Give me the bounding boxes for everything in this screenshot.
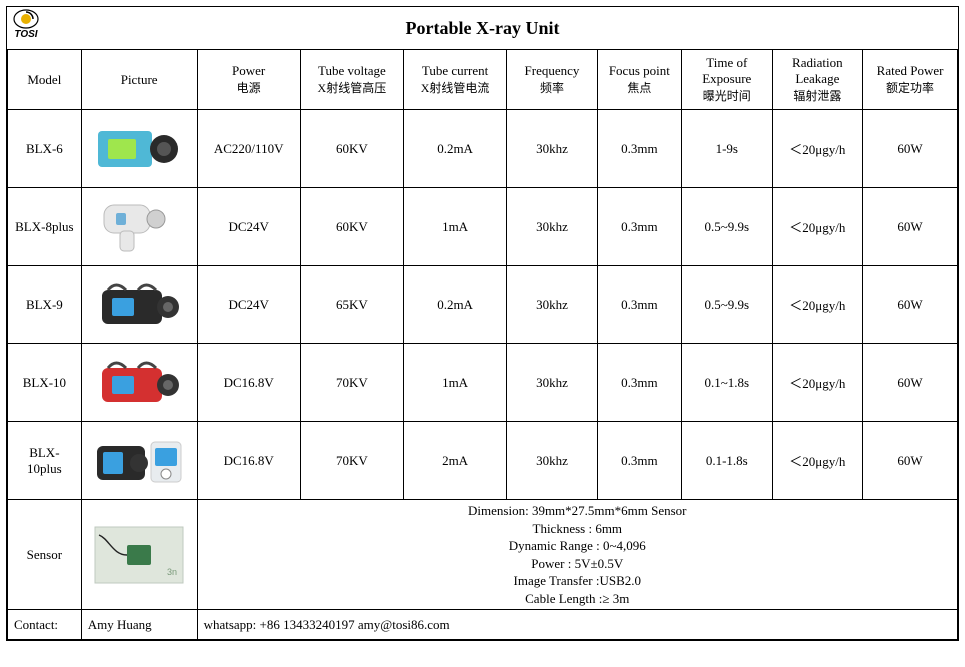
cell-leakage: ＜20μgy/h	[772, 110, 863, 188]
col-leakage: Radiation Leakage辐射泄露	[772, 50, 863, 110]
table-row: BLX-6 AC220/110V60KV0.2mA30khz0.3mm1-9s＜2…	[8, 110, 958, 188]
contact-name: Amy Huang	[81, 610, 197, 640]
contact-details: whatsapp: +86 13433240197 amy@tosi86.com	[197, 610, 957, 640]
header-row: Model Picture Power电源 Tube voltageX射线管高压…	[8, 50, 958, 110]
cell-power: DC16.8V	[197, 422, 300, 500]
col-focus-point: Focus point焦点	[597, 50, 681, 110]
cell-picture	[81, 344, 197, 422]
sensor-spec-line: Dynamic Range : 0~4,096	[202, 537, 953, 555]
cell-exposure: 0.5~9.9s	[681, 188, 772, 266]
sensor-spec-line: Image Transfer :USB2.0	[202, 572, 953, 590]
col-rated-power: Rated Power额定功率	[863, 50, 958, 110]
cell-power: DC24V	[197, 266, 300, 344]
cell-tube-current: 1mA	[403, 344, 506, 422]
cell-focus-point: 0.3mm	[597, 266, 681, 344]
cell-rated-power: 60W	[863, 422, 958, 500]
sensor-picture: 3n	[81, 500, 197, 610]
cell-frequency: 30khz	[507, 188, 598, 266]
page-title: Portable X-ray Unit	[7, 18, 958, 39]
col-power: Power电源	[197, 50, 300, 110]
cell-tube-voltage: 65KV	[300, 266, 403, 344]
cell-power: AC220/110V	[197, 110, 300, 188]
cell-exposure: 1-9s	[681, 110, 772, 188]
title-row: TOSI Portable X-ray Unit	[7, 7, 958, 49]
col-tube-voltage: Tube voltageX射线管高压	[300, 50, 403, 110]
cell-exposure: 0.1~1.8s	[681, 344, 772, 422]
cell-model: BLX-10plus	[8, 422, 82, 500]
cell-leakage: ＜20μgy/h	[772, 266, 863, 344]
col-exposure: Time of Exposure曝光时间	[681, 50, 772, 110]
sensor-spec-line: Dimension: 39mm*27.5mm*6mm Sensor	[202, 502, 953, 520]
col-tube-current: Tube currentX射线管电流	[403, 50, 506, 110]
cell-rated-power: 60W	[863, 110, 958, 188]
cell-picture	[81, 266, 197, 344]
cell-tube-voltage: 70KV	[300, 344, 403, 422]
cell-focus-point: 0.3mm	[597, 110, 681, 188]
cell-picture	[81, 110, 197, 188]
cell-picture	[81, 188, 197, 266]
svg-text:3n: 3n	[167, 567, 177, 577]
cell-model: BLX-8plus	[8, 188, 82, 266]
cell-power: DC16.8V	[197, 344, 300, 422]
sensor-label: Sensor	[8, 500, 82, 610]
table-row: BLX-10 DC16.8V70KV1mA30khz0.3mm0.1~1.8s＜2…	[8, 344, 958, 422]
logo-icon	[13, 9, 39, 29]
cell-tube-current: 0.2mA	[403, 266, 506, 344]
sensor-row: Sensor 3n Dimension: 39mm*27.5mm*6mm Sen…	[8, 500, 958, 610]
table-row: BLX-10plus DC16.8V70KV2mA30khz0.3mm0.1-1.…	[8, 422, 958, 500]
sensor-spec-line: Power : 5V±0.5V	[202, 555, 953, 573]
cell-tube-current: 2mA	[403, 422, 506, 500]
col-model: Model	[8, 50, 82, 110]
sensor-spec-line: Thickness : 6mm	[202, 520, 953, 538]
cell-leakage: ＜20μgy/h	[772, 344, 863, 422]
spec-table: Model Picture Power电源 Tube voltageX射线管高压…	[7, 49, 958, 640]
cell-leakage: ＜20μgy/h	[772, 422, 863, 500]
logo-text: TOSI	[14, 29, 37, 40]
cell-power: DC24V	[197, 188, 300, 266]
cell-model: BLX-6	[8, 110, 82, 188]
spec-sheet: TOSI Portable X-ray Unit Model Picture P…	[6, 6, 959, 641]
table-row: BLX-8plus DC24V60KV1mA30khz0.3mm0.5~9.9s＜…	[8, 188, 958, 266]
cell-rated-power: 60W	[863, 266, 958, 344]
col-frequency: Frequency频率	[507, 50, 598, 110]
cell-leakage: ＜20μgy/h	[772, 188, 863, 266]
cell-rated-power: 60W	[863, 188, 958, 266]
cell-frequency: 30khz	[507, 344, 598, 422]
cell-focus-point: 0.3mm	[597, 344, 681, 422]
cell-frequency: 30khz	[507, 266, 598, 344]
brand-logo: TOSI	[13, 9, 39, 40]
cell-focus-point: 0.3mm	[597, 188, 681, 266]
cell-frequency: 30khz	[507, 422, 598, 500]
table-row: BLX-9 DC24V65KV0.2mA30khz0.3mm0.5~9.9s＜20…	[8, 266, 958, 344]
cell-tube-voltage: 70KV	[300, 422, 403, 500]
cell-frequency: 30khz	[507, 110, 598, 188]
cell-rated-power: 60W	[863, 344, 958, 422]
cell-exposure: 0.5~9.9s	[681, 266, 772, 344]
cell-tube-current: 1mA	[403, 188, 506, 266]
sensor-spec-line: Cable Length :≥ 3m	[202, 590, 953, 608]
contact-row: Contact: Amy Huang whatsapp: +86 1343324…	[8, 610, 958, 640]
cell-tube-voltage: 60KV	[300, 188, 403, 266]
col-picture: Picture	[81, 50, 197, 110]
cell-tube-voltage: 60KV	[300, 110, 403, 188]
sensor-specs: Dimension: 39mm*27.5mm*6mm SensorThickne…	[197, 500, 957, 610]
cell-model: BLX-10	[8, 344, 82, 422]
cell-exposure: 0.1-1.8s	[681, 422, 772, 500]
cell-picture	[81, 422, 197, 500]
contact-label: Contact:	[8, 610, 82, 640]
cell-focus-point: 0.3mm	[597, 422, 681, 500]
cell-tube-current: 0.2mA	[403, 110, 506, 188]
cell-model: BLX-9	[8, 266, 82, 344]
